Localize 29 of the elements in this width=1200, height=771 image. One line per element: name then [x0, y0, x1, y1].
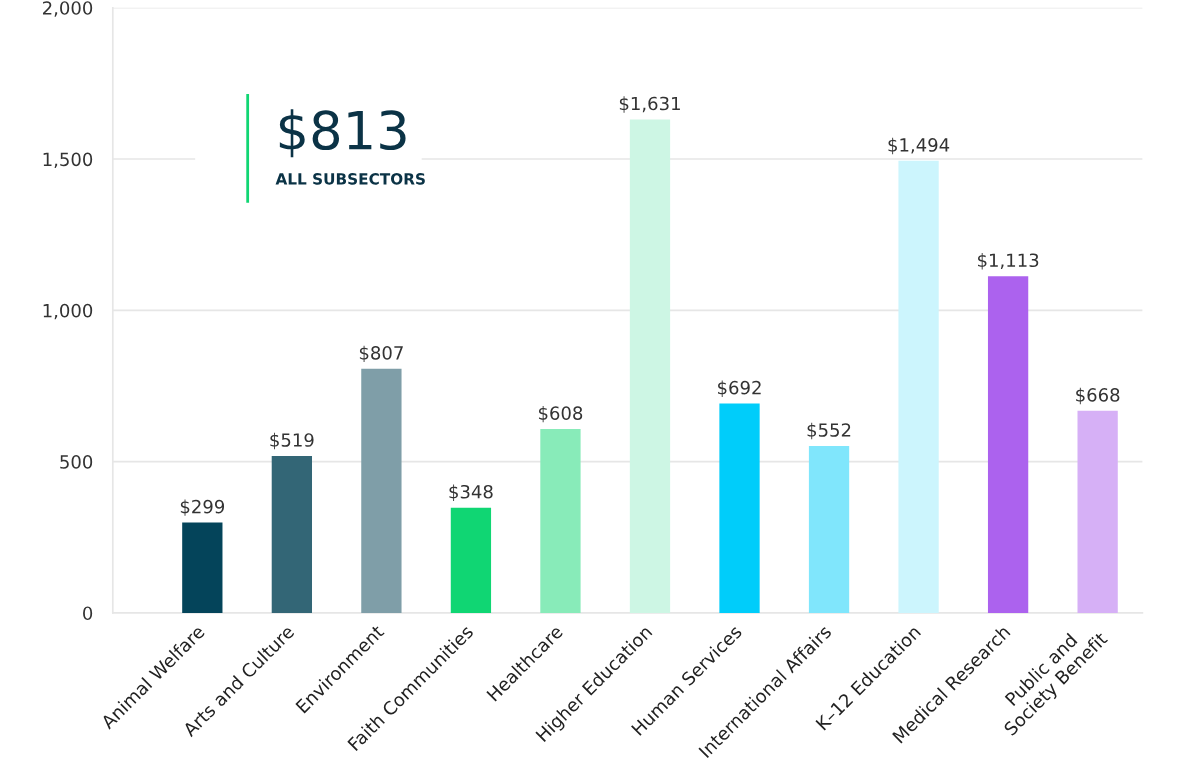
data-label: $299	[180, 499, 225, 516]
data-label: $519	[270, 432, 314, 450]
bar	[1077, 410, 1118, 613]
y-tick-label: 1,500	[43, 152, 93, 168]
data-label: $668	[1076, 387, 1120, 405]
bar	[450, 507, 492, 613]
bar	[808, 445, 850, 613]
data-label: $608	[538, 405, 583, 423]
bar	[540, 428, 581, 613]
bar	[271, 455, 313, 613]
bar	[987, 276, 1029, 613]
data-label: $1,631	[619, 96, 680, 113]
bar	[719, 403, 760, 613]
y-tick-label: 1,000	[43, 303, 93, 320]
data-label: $552	[807, 422, 851, 440]
annotation: $813	[279, 109, 406, 158]
bar	[361, 368, 402, 613]
data-label: $692	[718, 380, 761, 397]
y-tick-label: 500	[60, 455, 93, 469]
data-label: $1,494	[888, 137, 950, 155]
annotation: ALL SUBSECTORS	[275, 173, 425, 185]
y-tick-label: 2,000	[42, 1, 93, 17]
data-label: $807	[359, 345, 403, 363]
data-label: $348	[449, 484, 493, 501]
bar	[182, 522, 223, 613]
bar	[629, 119, 671, 613]
y-tick-label: 0	[83, 606, 93, 621]
data-label: $1,113	[978, 253, 1039, 270]
bar	[898, 160, 939, 613]
